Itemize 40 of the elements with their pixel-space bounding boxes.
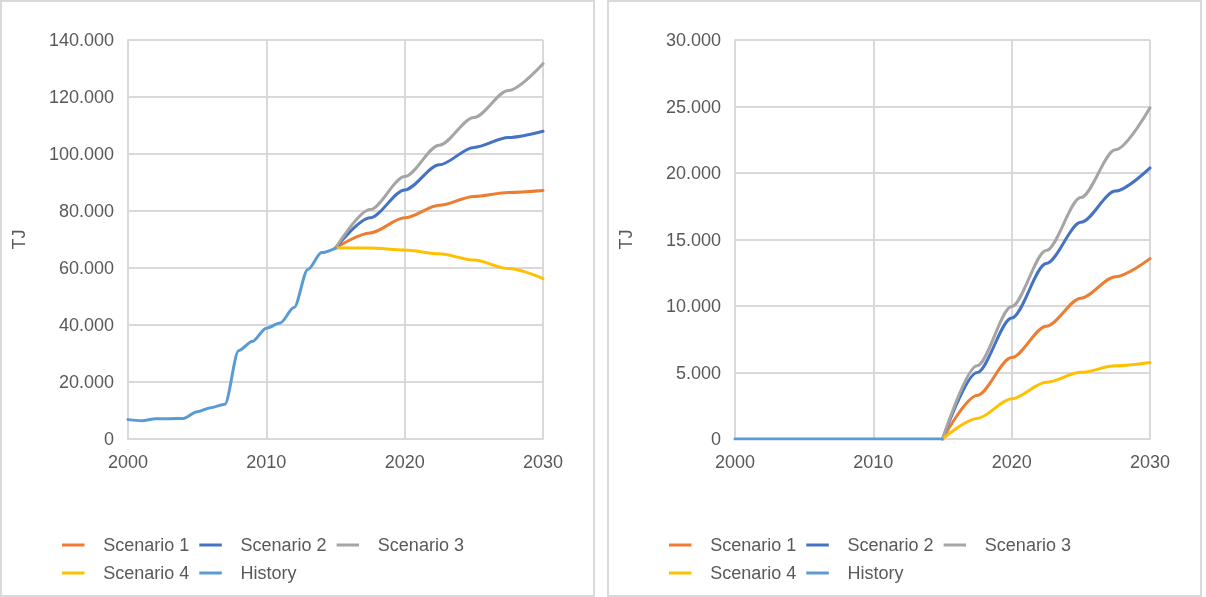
legend-label: Scenario 3: [377, 535, 464, 555]
legend-label: Scenario 1: [710, 535, 797, 555]
legend-label: Scenario 2: [240, 535, 327, 555]
x-tick-label: 2010: [853, 452, 894, 472]
x-tick-label: 2020: [384, 452, 425, 472]
legend-label: Scenario 4: [103, 563, 190, 583]
legend-label: History: [240, 563, 297, 583]
y-tick-label: 60.000: [58, 258, 114, 278]
y-tick-label: 10.000: [665, 296, 721, 316]
y-tick-label: 120.000: [48, 87, 114, 107]
y-tick-label: 0: [103, 429, 114, 449]
line-series: [334, 62, 545, 250]
line-series: [126, 246, 337, 423]
x-tick-label: 2030: [522, 452, 564, 472]
y-tick-label: 140.000: [48, 30, 114, 50]
legend-label: Scenario 3: [984, 535, 1071, 555]
x-tick-label: 2010: [246, 452, 287, 472]
y-axis-title: TJ: [9, 229, 29, 250]
y-tick-label: 40.000: [58, 315, 114, 335]
y-tick-label: 20.000: [665, 163, 721, 183]
line-series: [334, 246, 545, 281]
y-tick-label: 15.000: [665, 229, 721, 250]
legend-label: History: [847, 563, 904, 583]
x-tick-label: 2000: [714, 452, 756, 472]
y-tick-label: 25.000: [665, 96, 721, 117]
y-tick-label: 30.000: [665, 30, 721, 50]
y-tick-label: 20.000: [58, 372, 114, 392]
y-tick-label: 100.000: [48, 144, 114, 164]
x-tick-label: 2030: [1129, 452, 1171, 472]
x-tick-label: 2020: [991, 452, 1032, 472]
y-axis-title: TJ: [616, 229, 636, 250]
x-tick-label: 2000: [107, 452, 149, 472]
y-tick-label: 5.000: [675, 362, 721, 383]
legend-label: Scenario 1: [103, 535, 190, 555]
y-tick-label: 80.000: [58, 201, 114, 221]
y-tick-label: 0: [710, 429, 721, 449]
line-series: [941, 106, 1152, 441]
legend-label: Scenario 2: [847, 535, 934, 555]
legend-label: Scenario 4: [710, 563, 797, 583]
line-series: [941, 361, 1152, 441]
